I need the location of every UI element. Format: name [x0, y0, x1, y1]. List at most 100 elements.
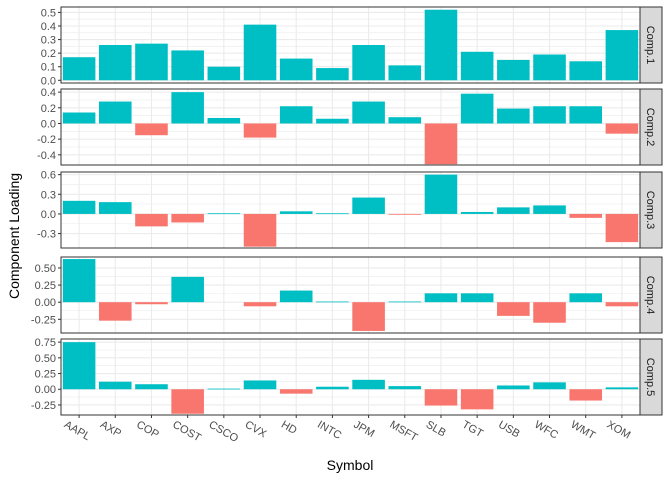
- bar-usb-comp-1: [497, 59, 530, 81]
- bar-hd-comp-5: [279, 389, 313, 394]
- bar-wmt-comp-1: [569, 61, 603, 81]
- bar-msft-comp-5: [388, 386, 422, 390]
- y-tick-label: 0.00: [35, 297, 56, 309]
- bar-cvx-comp-4: [243, 302, 277, 307]
- x-tick-label: AXP: [98, 419, 123, 440]
- facet-strip: [639, 171, 663, 249]
- bar-cop-comp-4: [135, 302, 168, 305]
- bar-cop-comp-3: [135, 213, 168, 227]
- x-tick-label: INTC: [315, 419, 343, 442]
- y-tick-label: -0.25: [31, 400, 56, 412]
- panel-background: [61, 339, 640, 415]
- bar-hd-comp-4: [279, 290, 313, 303]
- facet-comp-5: -0.25 0.00 0.25 0.50 0.75 Comp.5: [31, 337, 663, 416]
- bar-axp-comp-3: [98, 202, 132, 214]
- bar-xom-comp-1: [605, 30, 639, 81]
- bar-axp-comp-2: [98, 101, 132, 124]
- bar-hd-comp-3: [279, 211, 313, 214]
- bar-cvx-comp-3: [243, 213, 277, 247]
- y-tick-label: 0.00: [35, 384, 56, 396]
- bar-cvx-comp-1: [243, 24, 277, 81]
- y-tick-label: 0.75: [35, 337, 56, 349]
- bar-tgt-comp-3: [460, 211, 494, 214]
- bar-jpm-comp-4: [352, 302, 385, 331]
- bar-cvx-comp-5: [243, 380, 277, 390]
- bar-csco-comp-3: [207, 213, 241, 215]
- x-tick-label: AAPL: [62, 419, 92, 443]
- bar-aapl-comp-2: [62, 112, 96, 124]
- bar-intc-comp-1: [316, 68, 349, 81]
- bar-jpm-comp-1: [352, 45, 385, 81]
- bar-wmt-comp-3: [569, 213, 603, 218]
- bar-cop-comp-2: [135, 123, 168, 136]
- bar-intc-comp-4: [316, 301, 349, 303]
- bar-usb-comp-5: [497, 385, 530, 390]
- bar-usb-comp-3: [497, 207, 530, 214]
- facet-panels: 0.00.10.20.30.40.5Comp.1-0.4-0.20.00.20.…: [31, 6, 663, 416]
- bar-cop-comp-1: [135, 43, 168, 81]
- x-tick-label: SLB: [424, 419, 448, 440]
- x-tick-label: COST: [170, 419, 203, 445]
- bar-cost-comp-2: [171, 92, 204, 124]
- bar-tgt-comp-5: [460, 389, 494, 410]
- y-tick-label: 0.3: [41, 35, 56, 47]
- bar-xom-comp-3: [605, 213, 639, 243]
- y-tick-label: 0.0: [41, 118, 56, 130]
- facet-strip-label: Comp.2: [644, 108, 656, 147]
- bar-wmt-comp-2: [569, 106, 603, 124]
- facet-comp-1: 0.00.1 0.20.3 0.4 0.5 Comp.1: [41, 6, 663, 87]
- bar-usb-comp-4: [497, 302, 530, 316]
- y-tick-label: 0.0: [41, 209, 56, 221]
- x-tick-label: COP: [134, 419, 161, 441]
- x-tick-label: TGT: [460, 419, 485, 441]
- x-tick-label: MSFT: [388, 419, 420, 445]
- y-tick-label: 0.4: [41, 21, 56, 33]
- x-tick-label: CSCO: [207, 419, 241, 446]
- bar-msft-comp-3: [388, 213, 422, 215]
- bar-xom-comp-5: [605, 387, 639, 390]
- bar-cost-comp-4: [171, 276, 204, 303]
- bar-tgt-comp-1: [460, 51, 494, 81]
- facet-strip-label: Comp.3: [644, 191, 656, 230]
- facet-comp-3: -0.3 0.0 0.3 0.6 Comp.3: [37, 170, 663, 249]
- bar-tgt-comp-2: [460, 93, 494, 124]
- bar-slb-comp-4: [424, 293, 458, 303]
- bar-cvx-comp-2: [243, 123, 277, 138]
- bar-wmt-comp-4: [569, 293, 603, 303]
- bar-slb-comp-3: [424, 174, 458, 214]
- bar-intc-comp-3: [316, 213, 349, 215]
- bar-axp-comp-4: [98, 302, 132, 321]
- bar-slb-comp-2: [424, 123, 458, 165]
- x-tick-label: WMT: [568, 419, 597, 443]
- y-tick-label: 0.2: [41, 48, 56, 60]
- bar-cost-comp-1: [171, 50, 204, 81]
- bar-msft-comp-1: [388, 65, 422, 81]
- bar-slb-comp-5: [424, 389, 458, 406]
- facet-comp-4: -0.25 0.00 0.25 0.50 Comp.4: [31, 256, 663, 334]
- x-tick-label: CVX: [243, 419, 269, 441]
- y-tick-label: 0.0: [41, 75, 56, 87]
- bar-cost-comp-5: [171, 389, 204, 414]
- x-tick-label: USB: [496, 419, 522, 441]
- bar-intc-comp-2: [316, 118, 349, 124]
- y-tick-label: -0.4: [37, 150, 56, 162]
- facet-strip: [639, 88, 663, 166]
- bar-wfc-comp-3: [533, 205, 566, 214]
- bar-xom-comp-2: [605, 123, 639, 134]
- y-tick-label: 0.3: [41, 189, 56, 201]
- bar-jpm-comp-5: [352, 379, 385, 390]
- bar-slb-comp-1: [424, 9, 458, 81]
- bar-cop-comp-5: [135, 384, 168, 390]
- y-axis-title: Component Loading: [6, 173, 22, 299]
- bar-axp-comp-5: [98, 381, 132, 390]
- bar-tgt-comp-4: [460, 293, 494, 303]
- bar-jpm-comp-2: [352, 101, 385, 124]
- y-tick-label: 0.6: [41, 170, 56, 182]
- y-tick-label: 0.1: [41, 62, 56, 74]
- facet-comp-2: -0.4 -0.2 0.0 0.2 0.4 Comp.2: [37, 87, 663, 166]
- facet-strip: [639, 6, 663, 84]
- bar-hd-comp-1: [279, 58, 313, 81]
- bar-wfc-comp-4: [533, 302, 566, 323]
- bar-usb-comp-2: [497, 108, 530, 124]
- bar-wfc-comp-1: [533, 54, 566, 81]
